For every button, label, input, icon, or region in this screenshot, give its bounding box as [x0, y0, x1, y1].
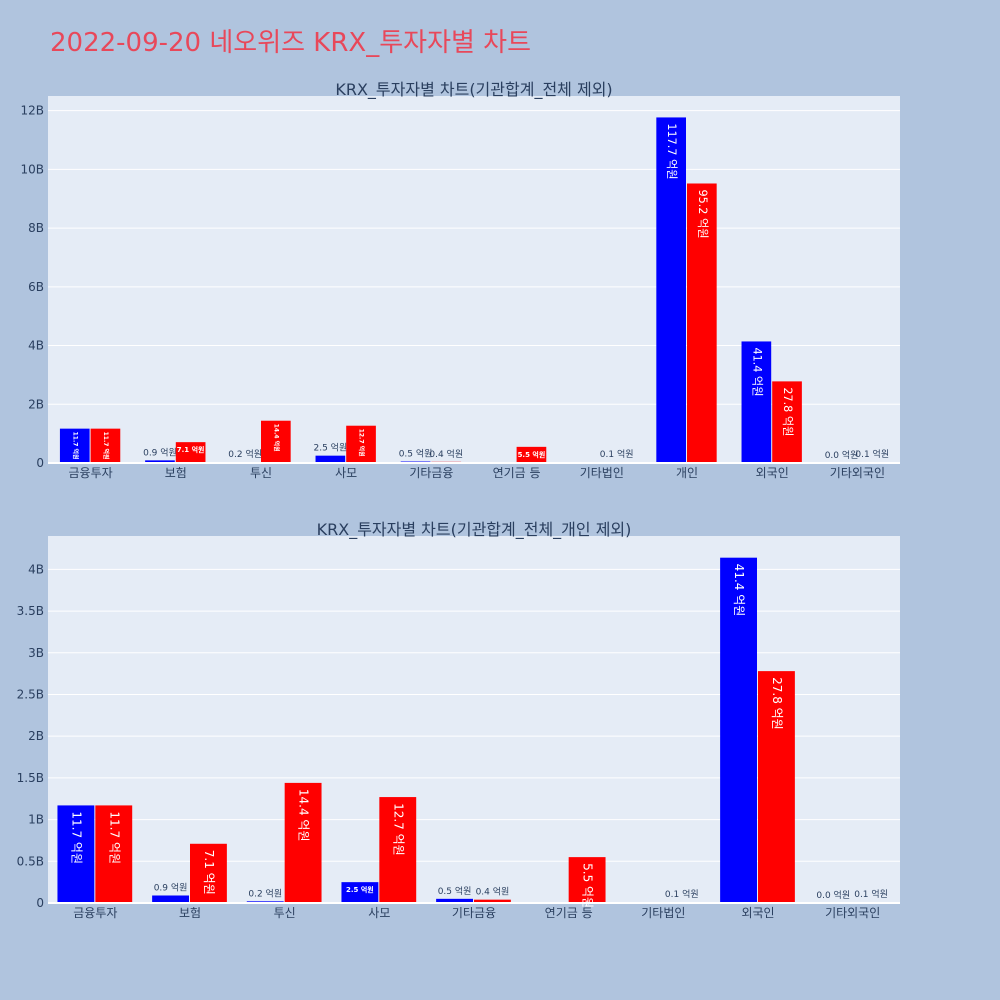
- bar: [175, 442, 206, 463]
- data-label: 12.7 억원: [391, 803, 405, 856]
- bar: [190, 843, 227, 903]
- x-tick-label: 외국인: [756, 466, 789, 480]
- x-tick-label: 기타금융: [452, 906, 496, 920]
- data-label: 12.7 억원: [358, 429, 366, 457]
- chart-title: KRX_투자자별 차트(기관합계_전체 제외): [335, 80, 612, 100]
- data-label: 95.2 억원: [696, 189, 710, 238]
- data-label: 14.4 억원: [272, 424, 280, 452]
- data-label: 0.2 억원: [228, 448, 262, 460]
- bar: [261, 420, 291, 463]
- bar: [687, 183, 717, 463]
- x-tick-label: 기타외국인: [830, 466, 885, 480]
- data-label: 2.5 억원: [346, 885, 374, 894]
- x-tick-label: 연기금 등: [493, 466, 541, 480]
- y-tick-label: 2B: [28, 729, 44, 743]
- data-label: 11.7 억원: [69, 811, 83, 864]
- y-tick-label: 10B: [20, 162, 44, 176]
- x-tick-label: 기타금융: [409, 466, 453, 480]
- y-tick-label: 3B: [28, 646, 44, 660]
- data-label: 117.7 억원: [665, 123, 679, 179]
- y-tick-label: 4B: [28, 339, 44, 353]
- y-tick-label: 2.5B: [17, 687, 44, 701]
- y-tick-label: 12B: [20, 104, 44, 118]
- x-tick-label: 금융투자: [69, 466, 113, 480]
- bar: [95, 805, 133, 903]
- bar: [436, 898, 473, 903]
- y-tick-label: 0: [36, 896, 44, 910]
- y-tick-label: 6B: [28, 280, 44, 294]
- x-tick-label: 사모: [335, 466, 357, 480]
- bar: [152, 895, 189, 903]
- y-tick-label: 3.5B: [17, 604, 44, 618]
- data-label: 11.7 억원: [71, 432, 79, 460]
- data-label: 0.4 억원: [476, 886, 510, 898]
- x-tick-label: 외국인: [741, 906, 774, 920]
- bar: [516, 446, 547, 463]
- bar: [346, 425, 376, 463]
- data-label: 0.0 억원: [825, 449, 859, 461]
- x-tick-label: 사모: [368, 906, 390, 920]
- bar: [341, 882, 379, 903]
- bar: [474, 899, 511, 903]
- data-label: 0.4 억원: [429, 448, 463, 460]
- data-label: 41.4 억원: [732, 564, 746, 617]
- data-label: 11.7 억원: [107, 811, 121, 864]
- page-title: 2022-09-20 네오위즈 KRX_투자자별 차트: [50, 28, 532, 58]
- data-label: 0.9 억원: [154, 881, 188, 893]
- bar: [568, 857, 606, 903]
- y-tick-label: 4B: [28, 562, 44, 576]
- data-label: 27.8 억원: [781, 387, 795, 436]
- x-tick-label: 보험: [179, 906, 201, 920]
- y-tick-label: 2B: [28, 397, 44, 411]
- chart-bottom: KRX_투자자별 차트(기관합계_전체_개인 제외) 0 0.5B 1B 1.5B 2B 2…: [17, 520, 900, 920]
- bar: [59, 428, 90, 463]
- y-tick-label: 1.5B: [17, 771, 44, 785]
- bar: [741, 341, 772, 463]
- data-label: 2.5 억원: [313, 442, 347, 454]
- x-tick-label: 투신: [274, 906, 296, 920]
- y-tick-label: 0: [36, 456, 44, 470]
- data-label: 0.5 억원: [399, 448, 433, 460]
- x-tick-label: 보험: [165, 466, 187, 480]
- bar: [720, 557, 757, 903]
- data-label: 0.2 억원: [248, 887, 282, 899]
- y-tick-label: 0.5B: [17, 854, 44, 868]
- bar: [758, 671, 795, 903]
- x-tick-label: 기타법인: [580, 466, 624, 480]
- data-label: 0.1 억원: [855, 448, 889, 460]
- bar: [145, 460, 175, 463]
- data-label: 0.1 억원: [665, 888, 699, 900]
- data-label: 14.4 억원: [297, 789, 311, 842]
- bar: [772, 381, 802, 463]
- data-label: 5.5 억원: [581, 863, 595, 908]
- data-label: 7.1 억원: [202, 850, 216, 895]
- bar: [57, 805, 95, 903]
- x-tick-label: 기타외국인: [825, 906, 880, 920]
- data-label: 0.9 억원: [143, 446, 177, 458]
- x-tick-label: 투신: [250, 466, 272, 480]
- y-tick-label: 8B: [28, 221, 44, 235]
- x-tick-label: 개인: [676, 466, 698, 480]
- y-tick-label: 1B: [28, 813, 44, 827]
- chart-top: KRX_투자자별 차트(기관합계_전체 제외) 0 2B 4B 6B 8B 10B 12B 금융…: [20, 80, 900, 480]
- x-tick-label: 연기금 등: [545, 906, 593, 920]
- data-label: 41.4 억원: [750, 347, 764, 396]
- data-label: 11.7 억원: [102, 432, 110, 460]
- bar: [379, 797, 417, 903]
- bar: [656, 117, 686, 463]
- bar: [284, 782, 322, 903]
- data-label: 0.0 억원: [816, 889, 850, 901]
- data-label: 5.5 억원: [518, 450, 546, 459]
- data-label: 7.1 억원: [177, 445, 205, 454]
- data-label: 27.8 억원: [770, 677, 784, 730]
- x-tick-label: 금융투자: [73, 906, 117, 920]
- chart-title: KRX_투자자별 차트(기관합계_전체_개인 제외): [317, 520, 632, 540]
- bar: [90, 428, 121, 463]
- data-label: 0.1 억원: [854, 888, 888, 900]
- bar: [315, 455, 346, 463]
- data-label: 0.5 억원: [438, 885, 472, 897]
- x-tick-label: 기타법인: [641, 906, 685, 920]
- data-label: 0.1 억원: [600, 448, 634, 460]
